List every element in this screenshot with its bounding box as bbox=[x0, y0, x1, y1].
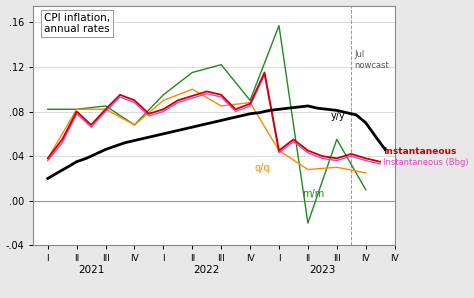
Text: q/q: q/q bbox=[255, 163, 270, 173]
Text: CPI inflation,
annual rates: CPI inflation, annual rates bbox=[44, 13, 110, 34]
Text: m/m: m/m bbox=[302, 190, 324, 199]
Text: 2022: 2022 bbox=[193, 266, 220, 275]
Text: 2023: 2023 bbox=[309, 266, 336, 275]
Text: Instantaneous (Bbg): Instantaneous (Bbg) bbox=[383, 158, 469, 167]
Text: Instantaneous: Instantaneous bbox=[383, 147, 456, 156]
Text: Jul
nowcast: Jul nowcast bbox=[354, 50, 389, 69]
Text: y/y: y/y bbox=[331, 111, 346, 121]
Text: 2021: 2021 bbox=[78, 266, 104, 275]
